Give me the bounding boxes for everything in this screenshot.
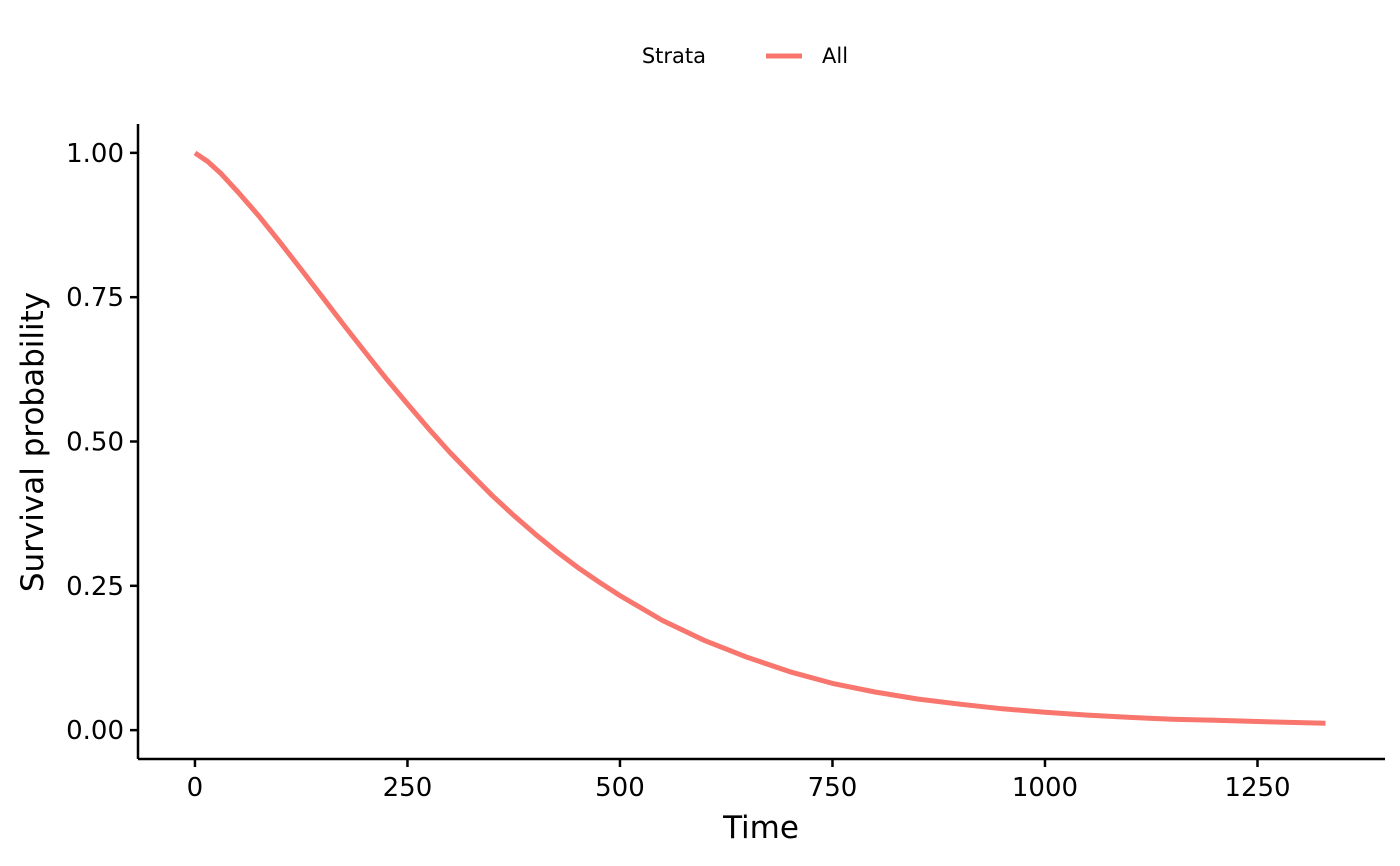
y-tick-label-4: 1.00 <box>66 139 124 169</box>
legend: Strata All <box>642 44 848 68</box>
series-line-all <box>193 150 1326 726</box>
y-tick-label-0: 0.00 <box>66 716 124 746</box>
y-axis-title: Survival probability <box>15 292 51 592</box>
x-axis-title: Time <box>722 810 799 846</box>
x-tick-label-0: 0 <box>187 773 204 803</box>
y-tick-label-1: 0.25 <box>66 572 124 602</box>
x-tick-label-5: 1250 <box>1224 773 1290 803</box>
x-tick-label-2: 500 <box>595 773 645 803</box>
x-axis-ticks: 0 250 500 750 1000 1250 <box>187 759 1291 803</box>
y-tick-label-3: 0.75 <box>66 283 124 313</box>
legend-title: Strata <box>642 44 706 68</box>
legend-label-all: All <box>822 44 848 68</box>
y-axis-ticks: 0.00 0.25 0.50 0.75 1.00 <box>66 139 138 746</box>
x-tick-label-1: 250 <box>383 773 433 803</box>
x-tick-label-3: 750 <box>808 773 858 803</box>
x-tick-label-4: 1000 <box>1012 773 1078 803</box>
y-tick-label-2: 0.50 <box>66 428 124 458</box>
